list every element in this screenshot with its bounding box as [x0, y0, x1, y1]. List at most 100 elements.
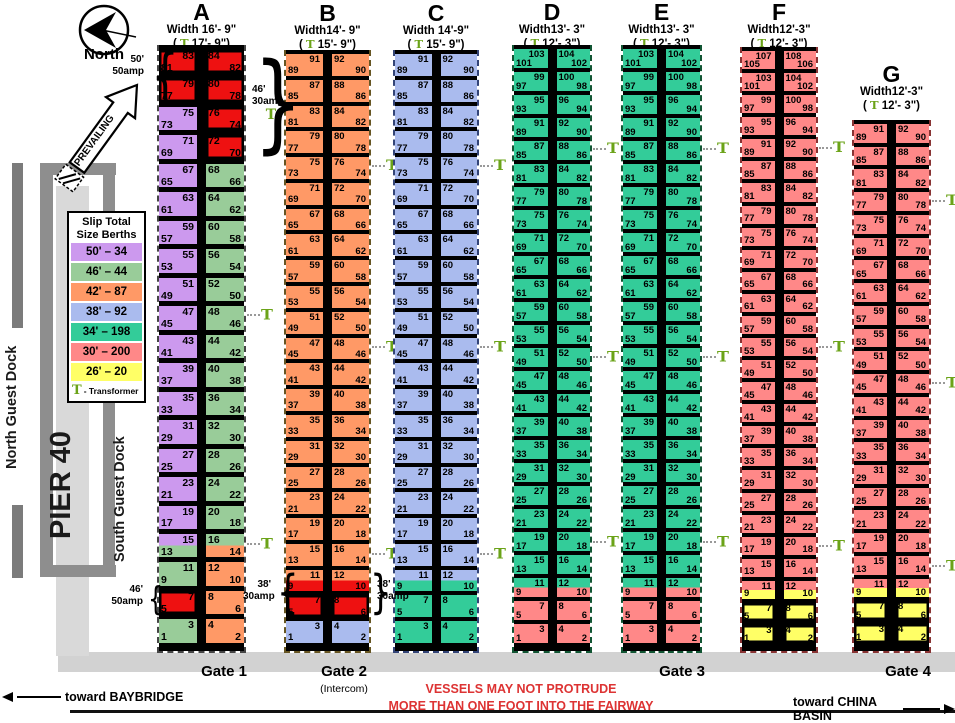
- berth-number: 100: [786, 96, 802, 106]
- berth-number: 20: [668, 533, 679, 543]
- berth-number: 85: [856, 156, 867, 166]
- berth-number: 66: [686, 266, 697, 276]
- berth-number: 91: [643, 119, 654, 129]
- dock-walkway: [432, 127, 441, 153]
- berth-number: 49: [288, 324, 299, 334]
- south-outer-float: [12, 505, 23, 578]
- berth-number: 3: [188, 620, 194, 631]
- berth-number: 73: [625, 220, 636, 230]
- dock-walkway: [432, 617, 441, 643]
- transformer-icon: T: [72, 384, 82, 397]
- dock-walkway: [887, 188, 896, 211]
- berth-number: 43: [761, 405, 772, 415]
- berth-number: 15: [873, 557, 884, 567]
- berth-number: 86: [576, 151, 587, 161]
- berth-number: 23: [643, 510, 654, 520]
- transformer-connector-line: [932, 382, 945, 384]
- dock-walkway: [775, 422, 784, 444]
- berth-number: 22: [463, 505, 474, 515]
- berth-number: 90: [463, 66, 474, 76]
- berth-number: 10: [576, 588, 587, 598]
- berth-number: 5: [856, 611, 861, 621]
- berth-number: 41: [516, 404, 527, 414]
- berth-number: 24: [668, 510, 679, 520]
- berth-number: 63: [182, 193, 194, 204]
- berth-number: 16: [559, 556, 570, 566]
- berth-number: 75: [643, 211, 654, 221]
- dock-walkway: [548, 574, 557, 597]
- transformer-icon: T: [946, 194, 955, 208]
- berth-number: 78: [915, 201, 926, 211]
- dock-walkway: [548, 137, 557, 160]
- berth-number: 7: [649, 602, 654, 612]
- berth-number: 86: [686, 151, 697, 161]
- legend-row-50: 50' – 34: [71, 243, 142, 261]
- transformer-connector-line: [480, 165, 493, 167]
- gate-label-2: Gate 2: [289, 663, 399, 680]
- berth-number: 34: [686, 450, 697, 460]
- berth-number: 80: [668, 188, 679, 198]
- dock-walkway: [775, 135, 784, 157]
- berth-number: 11: [644, 579, 654, 589]
- berth-number: 101: [744, 82, 760, 92]
- berth-number: 17: [161, 518, 173, 529]
- berth-number: 83: [643, 165, 654, 175]
- berth-number: 61: [161, 205, 173, 216]
- dock-walkway: [775, 511, 784, 533]
- dock-walkway: [657, 620, 666, 643]
- berth-number: 85: [744, 170, 755, 180]
- dock-walkway: [323, 359, 332, 385]
- dock-walkway: [657, 137, 666, 160]
- berth-number: 17: [625, 542, 636, 552]
- legend-transformer-row: T - Transformer: [71, 384, 142, 397]
- dock-walkway: [657, 367, 666, 390]
- berth-number: 71: [418, 184, 429, 194]
- berth-number: 48: [786, 383, 797, 393]
- berth-number: 31: [761, 471, 772, 481]
- berth-number: 88: [334, 81, 345, 91]
- berth-number: 42: [229, 348, 241, 359]
- dock-walkway: [775, 47, 784, 69]
- berth-number: 64: [668, 280, 679, 290]
- berth-number: 56: [559, 326, 570, 336]
- dock-walkway: [323, 282, 332, 308]
- berth-number: 12: [334, 571, 345, 581]
- berth-number: 61: [288, 247, 299, 257]
